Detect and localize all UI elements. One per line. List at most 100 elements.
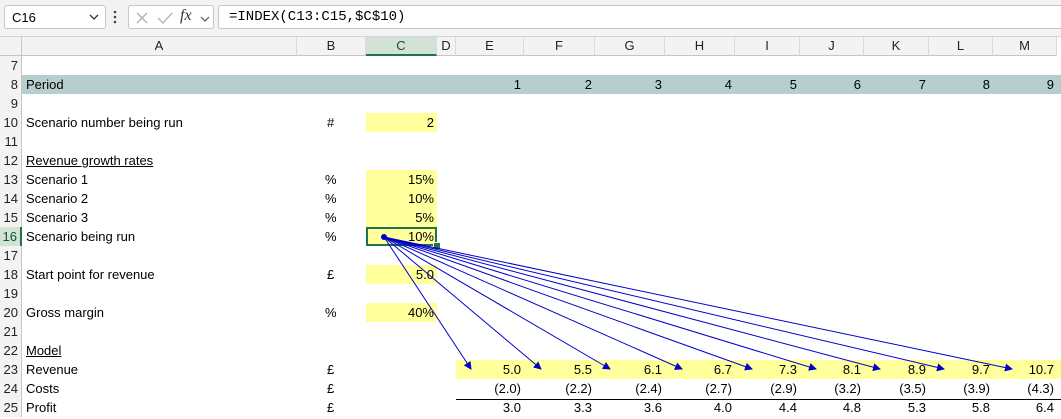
row-header[interactable]: 11 [0, 132, 22, 151]
row-header[interactable]: 14 [0, 189, 22, 208]
growth-rates-heading[interactable]: Revenue growth rates [26, 153, 154, 168]
row-header[interactable]: 20 [0, 303, 22, 322]
period-cell[interactable]: 4 [724, 77, 732, 92]
period-label[interactable]: Period [26, 77, 64, 92]
column-header-a[interactable]: A [22, 37, 297, 56]
period-cell[interactable]: 2 [584, 77, 592, 92]
row-header[interactable]: 17 [0, 246, 22, 265]
costs-cell[interactable]: (2.0) [494, 381, 521, 396]
costs-unit[interactable]: £ [327, 381, 335, 396]
row-header[interactable]: 23 [0, 360, 22, 379]
column-header-m[interactable]: M [993, 37, 1057, 56]
costs-cell[interactable]: (3.5) [899, 381, 926, 396]
row-header[interactable]: 10 [0, 113, 22, 132]
scenario-1-value[interactable]: 15% [366, 170, 437, 189]
scenario-2-unit[interactable]: % [325, 191, 337, 206]
costs-cell[interactable]: (2.9) [770, 381, 797, 396]
revenue-cell[interactable]: 8.9 [907, 362, 926, 377]
formula-input[interactable]: =INDEX(C13:C15,$C$10) [218, 5, 1061, 29]
scenario-being-run-value[interactable]: 10% [366, 227, 437, 246]
row-header[interactable]: 21 [0, 322, 22, 341]
column-header-i[interactable]: I [735, 37, 800, 56]
revenue-cell[interactable]: 6.7 [713, 362, 732, 377]
scenario-3-unit[interactable]: % [325, 210, 337, 225]
chevron-down-icon[interactable] [87, 8, 101, 29]
name-box[interactable]: C16 [4, 5, 106, 29]
costs-cell[interactable]: (2.7) [705, 381, 732, 396]
scenario-number-input[interactable]: 2 [366, 113, 437, 132]
scenario-being-run-label[interactable]: Scenario being run [26, 229, 136, 244]
costs-cell[interactable]: (3.2) [834, 381, 861, 396]
profit-cell[interactable]: 5.8 [971, 400, 990, 415]
model-heading[interactable]: Model [26, 343, 62, 358]
column-header-b[interactable]: B [297, 37, 366, 56]
column-header-h[interactable]: H [665, 37, 735, 56]
period-cell[interactable]: 5 [789, 77, 797, 92]
profit-cell[interactable]: 4.0 [713, 400, 732, 415]
period-cell[interactable]: 3 [654, 77, 662, 92]
gross-margin-input[interactable]: 40% [366, 303, 437, 322]
revenue-unit[interactable]: £ [327, 362, 335, 377]
gross-margin-label[interactable]: Gross margin [26, 305, 105, 320]
period-cell[interactable]: 7 [918, 77, 926, 92]
period-cell[interactable]: 9 [1046, 77, 1054, 92]
row-header[interactable]: 19 [0, 284, 22, 303]
costs-cell[interactable]: (4.3) [1027, 381, 1054, 396]
enter-icon[interactable] [156, 10, 174, 29]
scenario-1-label[interactable]: Scenario 1 [26, 172, 89, 187]
costs-cell[interactable]: (3.9) [963, 381, 990, 396]
revenue-cell[interactable]: 5.0 [502, 362, 521, 377]
column-header-c[interactable]: C [366, 37, 437, 56]
profit-cell[interactable]: 4.8 [842, 400, 861, 415]
period-cell[interactable]: 6 [853, 77, 861, 92]
column-header-k[interactable]: K [864, 37, 929, 56]
gross-margin-unit[interactable]: % [325, 305, 337, 320]
profit-cell[interactable]: 3.0 [502, 400, 521, 415]
more-options-icon[interactable] [112, 9, 118, 28]
row-header[interactable]: 15 [0, 208, 22, 227]
profit-label[interactable]: Profit [26, 400, 57, 415]
scenario-2-value[interactable]: 10% [366, 189, 437, 208]
row-header[interactable]: 12 [0, 151, 22, 170]
start-revenue-input[interactable]: 5.0 [366, 265, 437, 284]
profit-cell[interactable]: 3.6 [643, 400, 662, 415]
column-header-j[interactable]: J [800, 37, 864, 56]
chevron-down-icon[interactable] [200, 12, 210, 27]
column-header-d[interactable]: D [437, 37, 456, 56]
row-header[interactable]: 24 [0, 379, 22, 398]
row-header[interactable]: 18 [0, 265, 22, 284]
period-cell[interactable]: 1 [513, 77, 521, 92]
revenue-cell[interactable]: 8.1 [842, 362, 861, 377]
column-header-e[interactable]: E [456, 37, 524, 56]
row-header[interactable]: 13 [0, 170, 22, 189]
revenue-cell[interactable]: 6.1 [643, 362, 662, 377]
revenue-label[interactable]: Revenue [26, 362, 79, 377]
start-revenue-label[interactable]: Start point for revenue [26, 267, 155, 282]
scenario-2-label[interactable]: Scenario 2 [26, 191, 89, 206]
row-header[interactable]: 8 [0, 75, 22, 94]
column-header-l[interactable]: L [929, 37, 993, 56]
row-header[interactable]: 16 [0, 227, 22, 246]
column-header-g[interactable]: G [595, 37, 665, 56]
insert-function-icon[interactable]: fx [180, 7, 192, 24]
profit-cell[interactable]: 6.4 [1035, 400, 1054, 415]
scenario-being-run-unit[interactable]: % [325, 229, 337, 244]
costs-cell[interactable]: (2.2) [565, 381, 592, 396]
revenue-cell[interactable]: 9.7 [971, 362, 990, 377]
scenario-1-unit[interactable]: % [325, 172, 337, 187]
select-all-corner[interactable] [0, 37, 22, 56]
scenario-3-label[interactable]: Scenario 3 [26, 210, 89, 225]
revenue-cell[interactable]: 5.5 [573, 362, 592, 377]
start-revenue-unit[interactable]: £ [327, 267, 335, 282]
cancel-icon[interactable] [134, 10, 150, 29]
row-header[interactable]: 9 [0, 94, 22, 113]
profit-cell[interactable]: 3.3 [573, 400, 592, 415]
revenue-cell[interactable]: 10.7 [1028, 362, 1054, 377]
profit-cell[interactable]: 5.3 [907, 400, 926, 415]
period-cell[interactable]: 8 [982, 77, 990, 92]
scenario-number-label[interactable]: Scenario number being run [26, 115, 183, 130]
costs-label[interactable]: Costs [26, 381, 60, 396]
column-header-f[interactable]: F [524, 37, 595, 56]
revenue-cell[interactable]: 7.3 [778, 362, 797, 377]
row-header[interactable]: 22 [0, 341, 22, 360]
